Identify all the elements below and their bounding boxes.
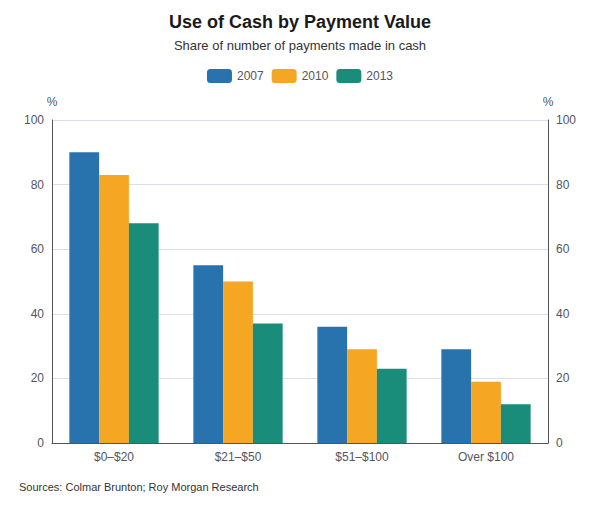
svg-text:$21–$50: $21–$50 (215, 450, 262, 464)
svg-text:60: 60 (31, 242, 45, 256)
svg-text:40: 40 (556, 307, 570, 321)
svg-text:80: 80 (31, 178, 45, 192)
svg-text:%: % (543, 95, 554, 109)
svg-text:$0–$20: $0–$20 (94, 450, 134, 464)
svg-text:Use of Cash by Payment Value: Use of Cash by Payment Value (169, 12, 431, 32)
svg-text:100: 100 (556, 113, 576, 127)
svg-text:Over $100: Over $100 (458, 450, 514, 464)
svg-text:%: % (47, 95, 58, 109)
svg-text:20: 20 (556, 371, 570, 385)
svg-text:60: 60 (556, 242, 570, 256)
svg-text:2010: 2010 (302, 69, 329, 83)
svg-text:40: 40 (31, 307, 45, 321)
svg-text:Sources: Colmar Brunton; Roy M: Sources: Colmar Brunton; Roy Morgan Rese… (19, 481, 259, 493)
svg-text:20: 20 (31, 371, 45, 385)
svg-text:Share of number of payments ma: Share of number of payments made in cash (174, 38, 426, 53)
svg-text:0: 0 (37, 436, 44, 450)
svg-text:$51–$100: $51–$100 (335, 450, 389, 464)
svg-text:2007: 2007 (237, 69, 264, 83)
svg-text:2013: 2013 (366, 69, 393, 83)
svg-text:0: 0 (556, 436, 563, 450)
svg-text:100: 100 (24, 113, 44, 127)
svg-text:80: 80 (556, 178, 570, 192)
